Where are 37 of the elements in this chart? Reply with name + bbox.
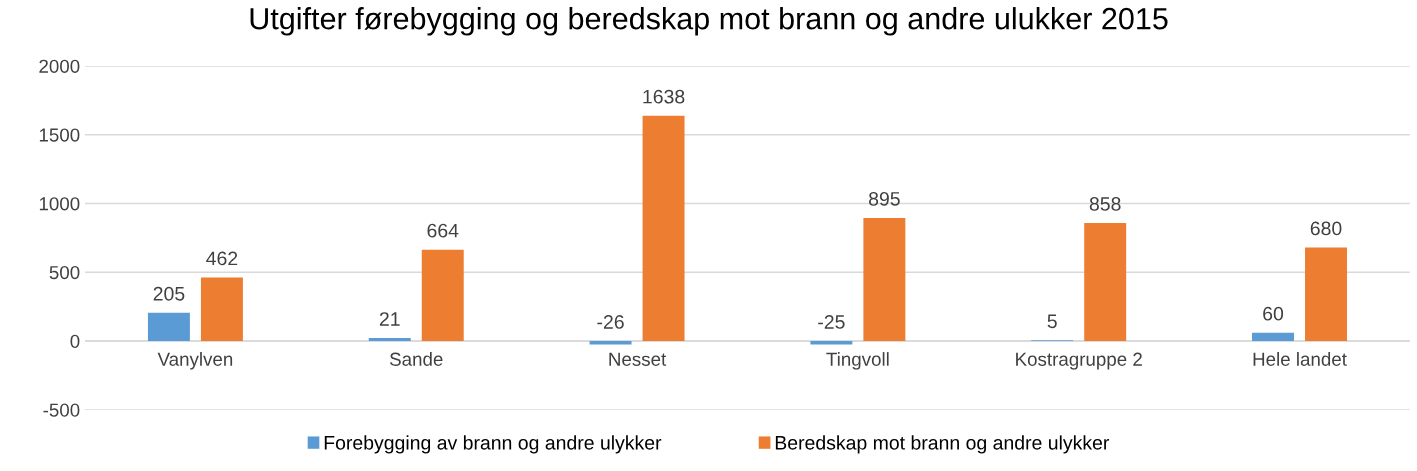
x-tick-label: Kostragruppe 2 xyxy=(1016,352,1142,370)
bar xyxy=(589,341,632,345)
data-label: 462 xyxy=(206,251,238,266)
data-label: 895 xyxy=(869,191,900,206)
chart-title: Utgifter førebygging og beredskap mot brann og andre ulukker 2015 xyxy=(250,7,1168,36)
data-label: -25 xyxy=(818,315,845,329)
legend-label: Forebygging av brann og andre ulykker xyxy=(324,435,662,454)
data-label: 680 xyxy=(1310,221,1342,236)
legend-label: Beredskap mot brann og andre ulykker xyxy=(775,435,1110,454)
x-tick-label: Tingvoll xyxy=(826,352,889,370)
y-tick-label: 2000 xyxy=(39,59,80,73)
y-tick-label: -500 xyxy=(43,403,80,417)
x-tick-label: Vanylven xyxy=(157,352,233,370)
bar xyxy=(421,249,464,341)
data-label: 664 xyxy=(427,223,459,238)
data-label: 858 xyxy=(1089,197,1121,211)
bar xyxy=(1252,332,1294,341)
data-label: 1638 xyxy=(643,89,685,104)
bar xyxy=(200,277,243,341)
x-tick-label: Sande xyxy=(389,352,443,366)
y-tick-label: 1000 xyxy=(39,197,80,211)
data-label: 5 xyxy=(1047,314,1057,329)
data-label: 21 xyxy=(379,312,400,326)
data-label: 60 xyxy=(1263,306,1284,321)
bar xyxy=(1084,223,1127,341)
bar xyxy=(368,338,411,341)
data-label: 205 xyxy=(153,286,185,301)
bar xyxy=(1305,247,1347,341)
y-tick-label: 500 xyxy=(49,265,80,280)
y-tick-label: 0 xyxy=(70,334,80,348)
bar xyxy=(147,312,190,341)
x-tick-label: Nesset xyxy=(609,352,667,366)
bar xyxy=(863,217,906,341)
y-tick-label: 1500 xyxy=(39,128,80,142)
x-tick-label: Hele landet xyxy=(1253,352,1347,366)
data-label: -26 xyxy=(597,315,624,329)
bar xyxy=(642,115,685,341)
